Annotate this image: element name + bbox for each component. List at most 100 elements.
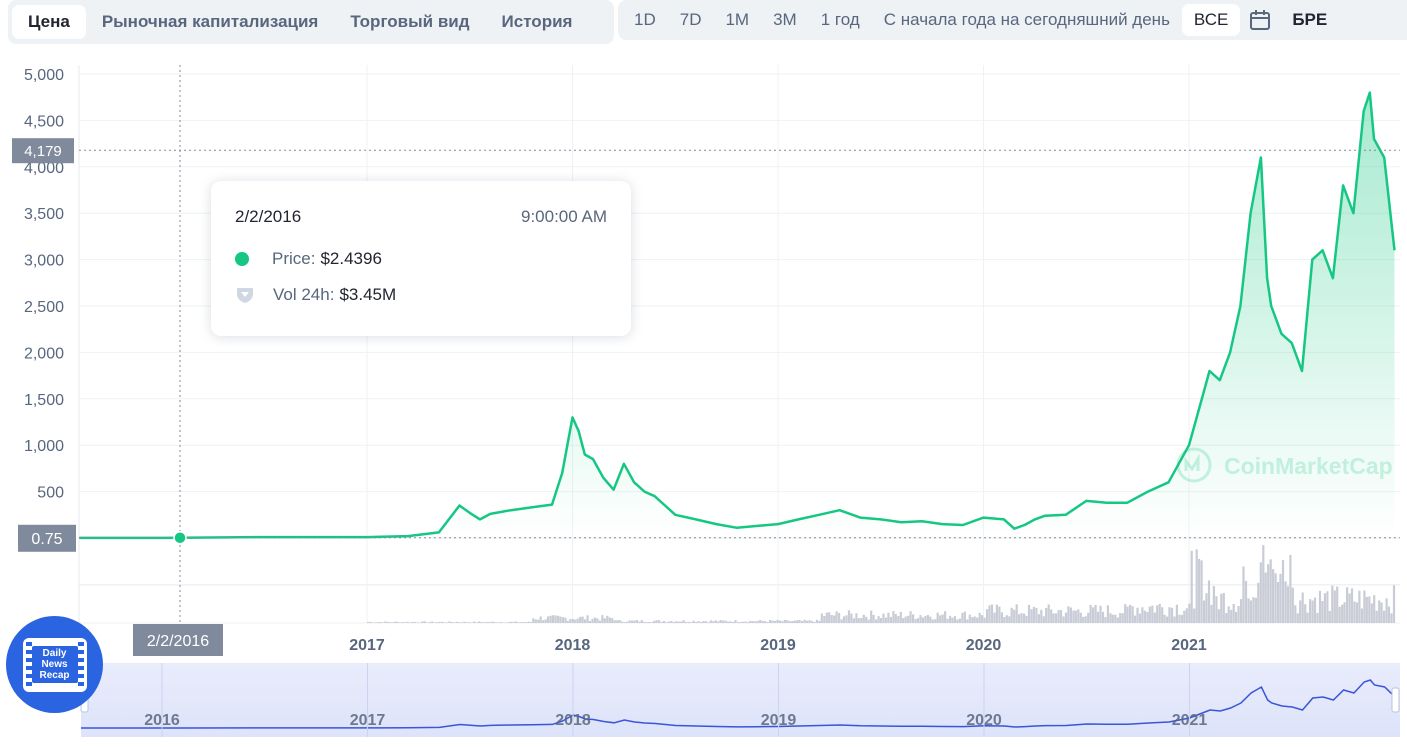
daily-news-recap-badge[interactable]: Daily News Recap: [6, 616, 103, 713]
volume-bar: [1392, 585, 1396, 623]
volume-bar: [485, 621, 488, 623]
volume-bar: [492, 621, 495, 623]
tooltip-volume-row: Vol 24h: $3.45M: [235, 285, 396, 305]
volume-bar: [502, 622, 505, 623]
tab-market-cap[interactable]: Рыночная капитализация: [101, 12, 319, 31]
volume-bar: [569, 619, 572, 623]
volume-bar: [463, 621, 466, 623]
volume-bar: [611, 618, 614, 623]
volume-bar: [1040, 609, 1043, 623]
range-1y[interactable]: 1 год: [820, 10, 860, 29]
volume-bar: [736, 622, 740, 623]
volume-bar: [699, 621, 703, 623]
volume-bar: [549, 615, 552, 623]
volume-bar: [786, 620, 789, 623]
volume-bar: [1163, 614, 1166, 623]
volume-bar: [529, 622, 532, 623]
volume-bar: [672, 622, 675, 623]
volume-bar: [1074, 610, 1077, 623]
volume-bar: [635, 620, 638, 623]
volume-bar: [1064, 612, 1068, 623]
volume-bar: [766, 621, 769, 623]
volume-bar: [391, 622, 394, 623]
volume-bar: [1309, 599, 1312, 623]
range-1d[interactable]: 1D: [634, 10, 656, 29]
volume-bar: [892, 611, 895, 623]
volume-bar: [1126, 606, 1129, 623]
tab-price[interactable]: Цена: [12, 5, 86, 39]
volume-bar: [1257, 582, 1260, 623]
chart-type-tabs: Цена Рыночная капитализация Торговый вид…: [8, 0, 614, 44]
volume-bar: [712, 621, 715, 623]
range-ytd[interactable]: С начала года на сегодняшний день: [883, 10, 1170, 29]
volume-bar: [524, 622, 527, 623]
volume-bar: [995, 604, 998, 623]
tab-trading-view[interactable]: Торговый вид: [350, 12, 470, 31]
volume-bar: [1138, 613, 1142, 623]
volume-bar: [618, 620, 621, 623]
volume-bar: [1151, 605, 1154, 623]
y-tick-label: 4,000: [24, 160, 64, 177]
volume-bar: [1146, 611, 1149, 623]
volume-bar: [875, 619, 878, 623]
volume-bar: [596, 618, 599, 623]
range-7d[interactable]: 7D: [679, 10, 702, 29]
volume-bar: [1000, 612, 1003, 623]
volume-bar: [1242, 566, 1245, 623]
volume-bar: [640, 620, 643, 623]
volume-bar: [778, 620, 781, 623]
range-3m[interactable]: 3M: [773, 10, 797, 29]
volume-bar: [431, 621, 434, 623]
volume-bar: [490, 621, 493, 623]
volume-bar: [1180, 614, 1183, 623]
volume-bar: [374, 622, 377, 623]
range-cut-label[interactable]: БРЕ: [1292, 10, 1328, 29]
volume-bar: [704, 621, 707, 623]
volume-bar: [1323, 593, 1326, 623]
volume-bar: [1358, 590, 1361, 623]
range-tabs: 1D 7D 1M 3M 1 год С начала года на сегод…: [618, 0, 1407, 40]
volume-bar: [1316, 612, 1319, 623]
volume-bar: [394, 621, 397, 623]
navigator-right-handle[interactable]: [1391, 687, 1400, 713]
volume-bar: [571, 618, 574, 623]
volume-bar: [542, 620, 545, 623]
range-all[interactable]: ВСЕ: [1181, 4, 1241, 36]
volume-bar: [556, 615, 560, 623]
volume-bar: [1200, 560, 1203, 623]
volume-bar: [734, 620, 737, 623]
volume-bar: [1237, 606, 1240, 623]
volume-bar: [544, 619, 547, 623]
range-1m[interactable]: 1M: [725, 10, 750, 29]
volume-bar: [1370, 603, 1373, 623]
volume-bar: [1030, 609, 1033, 623]
volume-bar: [1178, 614, 1181, 623]
volume-bar: [796, 620, 799, 623]
volume-bar: [1010, 607, 1013, 623]
volume-bar: [677, 621, 680, 623]
volume-bar: [1385, 598, 1388, 623]
tab-history[interactable]: История: [501, 12, 573, 31]
calendar-icon[interactable]: [1240, 4, 1280, 36]
x-tick-label: 2021: [1171, 637, 1207, 654]
volume-bar: [788, 621, 791, 623]
volume-bar: [660, 621, 663, 623]
volume-bar: [1168, 607, 1171, 623]
badge-text: Daily News Recap: [31, 646, 78, 683]
volume-bar: [1050, 609, 1053, 623]
volume-bar: [1018, 614, 1021, 623]
volume-bar: [576, 618, 579, 623]
volume-bar: [371, 622, 375, 623]
crosshair: [79, 65, 1400, 628]
volume-bar: [606, 615, 609, 623]
volume-bar: [1094, 604, 1097, 623]
volume-bar: [899, 611, 902, 623]
volume-bar: [803, 619, 806, 623]
volume-bar: [981, 615, 984, 623]
volume-bar: [655, 620, 658, 623]
volume-bar: [645, 622, 648, 623]
range-navigator[interactable]: 2016 2017 2018 2019 2020 2021: [80, 663, 1400, 737]
volume-bar: [860, 617, 863, 623]
volume-bar: [1348, 593, 1351, 623]
